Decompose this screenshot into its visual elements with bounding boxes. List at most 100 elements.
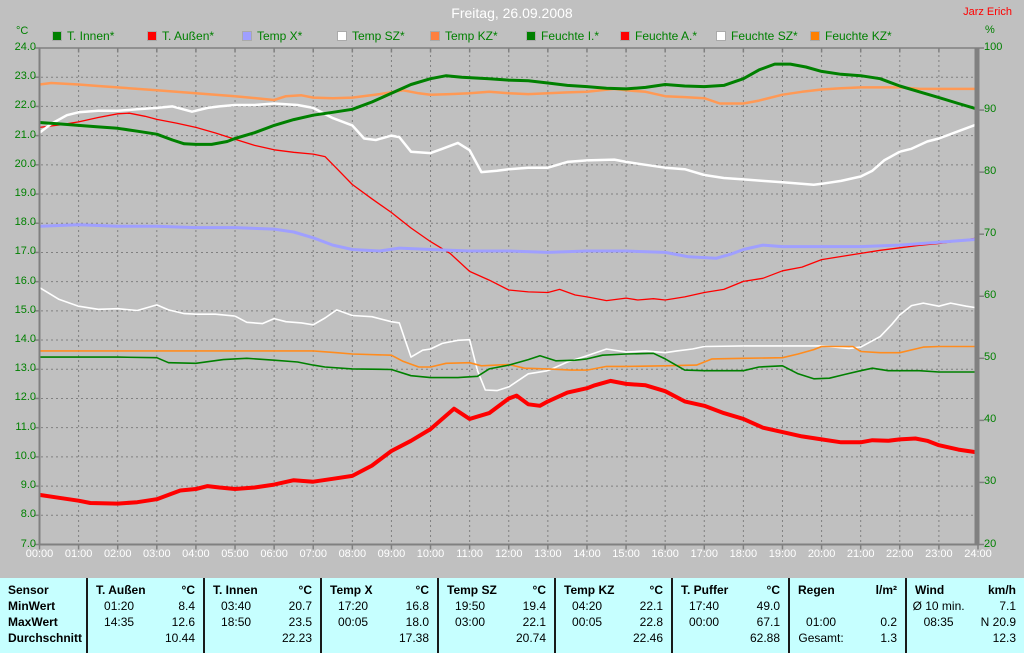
avg-label xyxy=(673,630,735,646)
sensor-name: Regen xyxy=(798,583,835,597)
legend-swatch-icon xyxy=(810,31,820,41)
max-value: N 20.9 xyxy=(980,615,1016,629)
min-time: 04:20 xyxy=(572,599,603,613)
right-axis-tick-label: 90 xyxy=(984,103,997,116)
series-feuchte-sz- xyxy=(39,286,979,392)
left-axis-tick-label: 19.0 xyxy=(14,187,36,200)
max-time: 01:00 xyxy=(806,615,837,629)
left-axis-tick-label: 9.0 xyxy=(20,479,36,492)
author-label: Jarz Erich xyxy=(963,6,1012,18)
x-axis-label: 03:00 xyxy=(143,548,171,560)
right-axis-tick-label: 70 xyxy=(984,227,997,240)
legend-label: Temp KZ* xyxy=(445,29,498,43)
stats-column-t-puffer: T. Puffer °C 17:40 49.0 00:00 67.1 62.88 xyxy=(671,578,788,653)
sensor-name: T. Außen xyxy=(96,583,146,597)
series-temp-kz- xyxy=(39,81,978,105)
legend-item: T. Innen* xyxy=(52,29,114,43)
left-axis-tick-label: 11.0 xyxy=(15,420,36,433)
left-axis-tick-label: 22.0 xyxy=(14,99,36,112)
stats-column-header: Wind km/h xyxy=(907,582,1024,598)
x-axis-label: 20:00 xyxy=(807,548,836,560)
x-axis-label: 02:00 xyxy=(103,548,132,560)
right-axis-tick-label: 20 xyxy=(984,537,997,550)
x-axis-label: 22:00 xyxy=(886,548,914,560)
stats-column-temp-sz: Temp SZ °C 19:50 19.4 03:00 22.1 20.74 xyxy=(437,578,554,653)
stats-avg-row: 10.44 xyxy=(88,630,203,646)
avg-label xyxy=(205,630,267,646)
series-t-innen- xyxy=(39,62,979,146)
min-value: 8.4 xyxy=(178,599,195,613)
sensor-unit: °C xyxy=(649,583,663,597)
left-axis-tick-label: 23.0 xyxy=(14,70,36,83)
stats-max-row: 00:05 18.0 xyxy=(322,614,437,630)
legend-label: Feuchte A.* xyxy=(635,29,698,43)
legend-label: Feuchte I.* xyxy=(541,29,600,43)
min-time: 19:50 xyxy=(455,599,486,613)
legend-label: T. Innen* xyxy=(67,29,115,43)
stats-avg-row: 17.38 xyxy=(322,630,437,646)
stats-row-label: MinWert xyxy=(8,599,56,613)
stats-avg-row: Gesamt: 1.3 xyxy=(790,630,905,646)
sensor-unit: km/h xyxy=(987,583,1016,597)
stats-avg-row: 62.88 xyxy=(673,630,788,646)
max-value: 22.8 xyxy=(639,615,663,629)
series-feuchte-a- xyxy=(39,112,979,302)
max-time: 18:50 xyxy=(221,615,252,629)
x-axis-label: 17:00 xyxy=(690,548,719,560)
min-value: 16.8 xyxy=(405,599,429,613)
stats-column-wind: Wind km/h Ø 10 min. 7.1 08:35 N 20.9 12.3 xyxy=(905,578,1024,653)
stats-min-row: 01:20 8.4 xyxy=(88,598,203,614)
stats-max-row: 00:00 67.1 xyxy=(673,614,788,630)
avg-label: Gesamt: xyxy=(798,631,844,645)
min-value xyxy=(852,598,905,614)
avg-value: 22.23 xyxy=(281,631,312,645)
avg-label xyxy=(439,630,501,646)
left-axis-tick-label: 18.0 xyxy=(14,216,36,229)
avg-value: 22.46 xyxy=(632,631,663,645)
stats-max-row: 08:35 N 20.9 xyxy=(907,614,1024,630)
max-time: 03:00 xyxy=(455,615,486,629)
stats-min-row: 04:20 22.1 xyxy=(556,598,671,614)
max-value: 18.0 xyxy=(405,615,429,629)
stats-avg-row: 22.46 xyxy=(556,630,671,646)
x-axis-label: 11:00 xyxy=(456,548,483,560)
left-axis-tick-label: 17.0 xyxy=(14,245,36,258)
sensor-name: Temp SZ xyxy=(447,583,497,597)
right-axis-unit: % xyxy=(985,24,995,36)
series-feuchte-i- xyxy=(39,352,978,380)
legend-item: Feuchte I.* xyxy=(526,29,599,43)
x-axis-label: 16:00 xyxy=(651,548,679,560)
legend-swatch-icon xyxy=(716,31,726,41)
stats-max-row: 00:05 22.8 xyxy=(556,614,671,630)
stats-avg-row: 12.3 xyxy=(907,630,1024,646)
min-time: 01:20 xyxy=(104,599,135,613)
x-axis-label: 12:00 xyxy=(494,548,523,560)
avg-value: 62.88 xyxy=(749,631,780,645)
sensor-name: Temp X xyxy=(330,583,373,597)
series-temp-sz- xyxy=(38,102,979,186)
stats-min-row: 17:20 16.8 xyxy=(322,598,437,614)
x-axis-label: 05:00 xyxy=(221,548,249,560)
avg-label xyxy=(556,630,618,646)
stats-max-row: 01:00 0.2 xyxy=(790,614,905,630)
stats-min-row xyxy=(790,598,905,614)
x-axis-label: 10:00 xyxy=(416,548,445,560)
left-axis-unit: °C xyxy=(16,25,29,37)
x-axis-label: 19:00 xyxy=(768,548,797,560)
legend-swatch-icon xyxy=(337,31,347,41)
x-axis-label: 14:00 xyxy=(573,548,601,560)
series-temp-x- xyxy=(39,223,979,260)
stats-min-row: 17:40 49.0 xyxy=(673,598,788,614)
stats-column-header: Temp SZ °C xyxy=(439,582,554,598)
left-axis-tick-label: 20.0 xyxy=(14,157,36,170)
stats-column-temp-kz: Temp KZ °C 04:20 22.1 00:05 22.8 22.46 xyxy=(554,578,671,653)
min-time: Ø 10 min. xyxy=(912,599,965,613)
legend-item: Feuchte SZ* xyxy=(716,29,798,43)
left-axis-tick-label: 10.0 xyxy=(14,449,36,462)
sensor-unit: °C xyxy=(298,583,312,597)
max-time: 00:05 xyxy=(572,615,603,629)
series-t-au-en- xyxy=(39,378,979,506)
left-axis-tick-label: 14.0 xyxy=(14,333,36,346)
